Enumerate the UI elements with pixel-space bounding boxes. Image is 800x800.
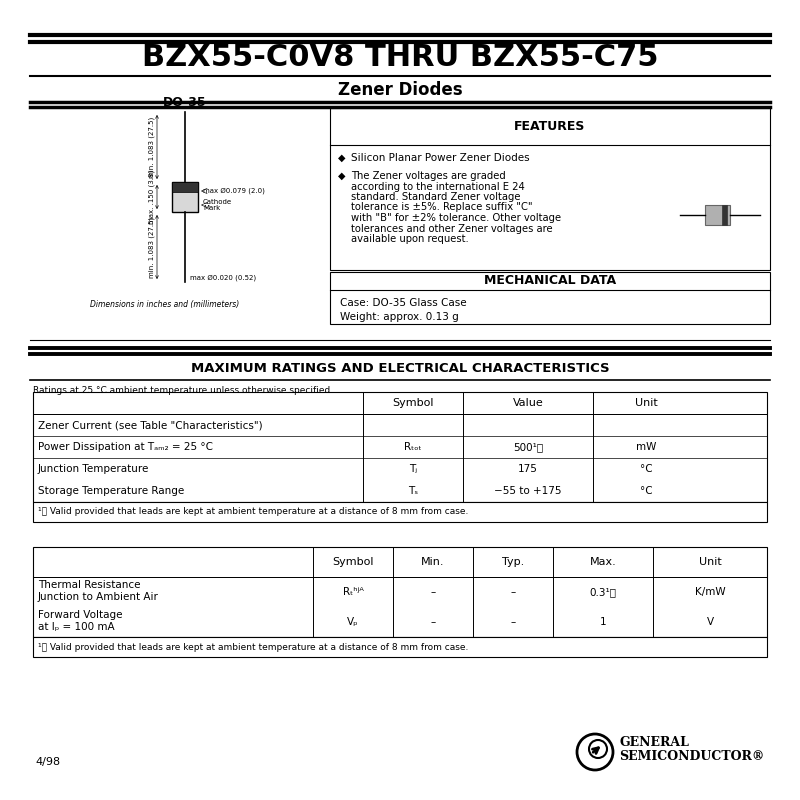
Text: Unit: Unit	[635, 398, 658, 408]
Text: FEATURES: FEATURES	[514, 120, 586, 133]
Text: 0.3¹⧠: 0.3¹⧠	[590, 587, 617, 597]
Text: °C: °C	[640, 464, 653, 474]
Circle shape	[577, 734, 613, 770]
Text: Zener Diodes: Zener Diodes	[338, 81, 462, 99]
Text: Value: Value	[513, 398, 543, 408]
Bar	[33, 637, 767, 657]
Text: at Iₚ = 100 mA: at Iₚ = 100 mA	[38, 622, 114, 632]
Text: 1: 1	[600, 617, 606, 627]
Text: ¹⧠ Valid provided that leads are kept at ambient temperature at a distance of 8 : ¹⧠ Valid provided that leads are kept at…	[38, 642, 468, 651]
Bar	[33, 547, 767, 637]
Text: MECHANICAL DATA: MECHANICAL DATA	[484, 274, 616, 287]
Text: ◆: ◆	[338, 153, 346, 163]
Text: tolerances and other Zener voltages are: tolerances and other Zener voltages are	[351, 223, 553, 234]
Text: –: –	[510, 617, 516, 627]
Bar	[33, 502, 767, 522]
Text: Rₜₒₜ: Rₜₒₜ	[404, 442, 422, 452]
Text: The Zener voltages are graded: The Zener voltages are graded	[351, 171, 506, 181]
Text: –: –	[430, 587, 436, 597]
Text: Weight: approx. 0.13 g: Weight: approx. 0.13 g	[340, 312, 458, 322]
Text: Cathode
Mark: Cathode Mark	[203, 198, 232, 211]
Text: Rₜʰʲᴬ: Rₜʰʲᴬ	[342, 587, 363, 597]
Bar	[33, 392, 767, 502]
Text: standard. Standard Zener voltage: standard. Standard Zener voltage	[351, 192, 521, 202]
Bar	[172, 182, 198, 192]
Text: MAXIMUM RATINGS AND ELECTRICAL CHARACTERISTICS: MAXIMUM RATINGS AND ELECTRICAL CHARACTER…	[190, 362, 610, 374]
Text: Ratings at 25 °C ambient temperature unless otherwise specified.: Ratings at 25 °C ambient temperature unl…	[33, 386, 333, 395]
Text: Typ.: Typ.	[502, 557, 524, 567]
Text: Min.: Min.	[422, 557, 445, 567]
Text: Dimensions in inches and (millimeters): Dimensions in inches and (millimeters)	[90, 300, 240, 309]
Text: GENERAL: GENERAL	[619, 737, 689, 750]
Text: tolerance is ±5%. Replace suffix "C": tolerance is ±5%. Replace suffix "C"	[351, 202, 533, 213]
Text: –: –	[430, 617, 436, 627]
Text: Tₛ: Tₛ	[408, 486, 418, 496]
Text: Symbol: Symbol	[332, 557, 374, 567]
Text: max Ø0.079 (2.0): max Ø0.079 (2.0)	[203, 188, 265, 194]
Text: min. 1.083 (27.5): min. 1.083 (27.5)	[149, 216, 155, 278]
Text: K/mW: K/mW	[694, 587, 726, 597]
Text: Case: DO-35 Glass Case: Case: DO-35 Glass Case	[340, 298, 466, 308]
Bar	[330, 108, 770, 270]
Text: Thermal Resistance: Thermal Resistance	[38, 580, 141, 590]
Text: Zener Current (see Table "Characteristics"): Zener Current (see Table "Characteristic…	[38, 420, 262, 430]
Text: SEMICONDUCTOR®: SEMICONDUCTOR®	[619, 750, 764, 763]
Text: −55 to +175: −55 to +175	[494, 486, 562, 496]
Text: Symbol: Symbol	[392, 398, 434, 408]
Text: Vₚ: Vₚ	[347, 617, 359, 627]
Bar	[172, 182, 198, 212]
Text: Junction Temperature: Junction Temperature	[38, 464, 150, 474]
Text: min. 1.083 (27.5): min. 1.083 (27.5)	[149, 116, 155, 178]
Text: according to the international E 24: according to the international E 24	[351, 182, 525, 191]
Text: Unit: Unit	[698, 557, 722, 567]
Text: Storage Temperature Range: Storage Temperature Range	[38, 486, 184, 496]
Text: DO-35: DO-35	[163, 96, 207, 109]
Text: with "B" for ±2% tolerance. Other voltage: with "B" for ±2% tolerance. Other voltag…	[351, 213, 561, 223]
Text: 500¹⧠: 500¹⧠	[513, 442, 543, 452]
Text: –: –	[510, 587, 516, 597]
Text: Junction to Ambient Air: Junction to Ambient Air	[38, 592, 159, 602]
Text: max. .150 (3.8): max. .150 (3.8)	[149, 170, 155, 224]
Text: Max.: Max.	[590, 557, 616, 567]
Text: °C: °C	[640, 486, 653, 496]
Text: max Ø0.020 (0.52): max Ø0.020 (0.52)	[190, 274, 256, 282]
Text: ¹⧠ Valid provided that leads are kept at ambient temperature at a distance of 8 : ¹⧠ Valid provided that leads are kept at…	[38, 507, 468, 517]
Bar	[705, 205, 730, 225]
Text: mW: mW	[636, 442, 657, 452]
Bar	[330, 272, 770, 324]
Text: ◆: ◆	[338, 171, 346, 181]
Text: Silicon Planar Power Zener Diodes: Silicon Planar Power Zener Diodes	[351, 153, 530, 163]
Text: BZX55-C0V8 THRU BZX55-C75: BZX55-C0V8 THRU BZX55-C75	[142, 43, 658, 73]
Text: V: V	[706, 617, 714, 627]
Text: available upon request.: available upon request.	[351, 234, 469, 244]
Text: Tⱼ: Tⱼ	[409, 464, 417, 474]
Circle shape	[589, 740, 607, 758]
Text: 4/98: 4/98	[35, 757, 60, 767]
Text: Power Dissipation at Tₐₘ₂ = 25 °C: Power Dissipation at Tₐₘ₂ = 25 °C	[38, 442, 213, 452]
Bar	[722, 205, 727, 225]
Text: Forward Voltage: Forward Voltage	[38, 610, 122, 620]
Text: 175: 175	[518, 464, 538, 474]
